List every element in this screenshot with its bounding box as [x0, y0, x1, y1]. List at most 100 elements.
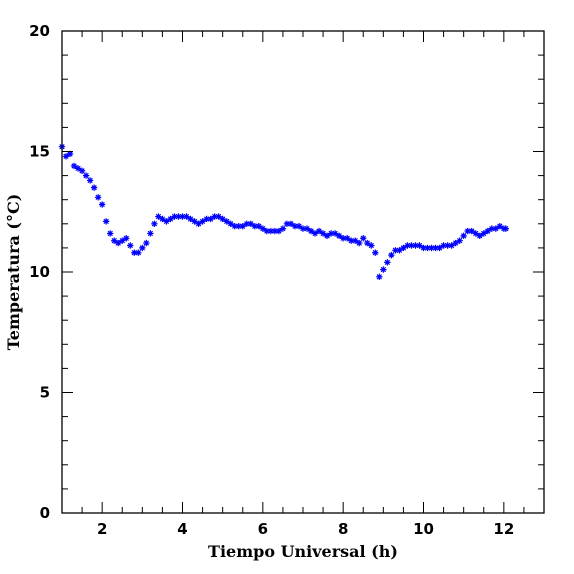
data-point [255, 223, 263, 230]
data-point [392, 247, 399, 254]
data-point [247, 220, 254, 227]
data-point [460, 232, 467, 240]
data-point [339, 235, 347, 242]
data-point [123, 235, 130, 242]
data-point [484, 227, 491, 235]
data-point [191, 218, 198, 225]
data-point [420, 244, 427, 252]
data-point [219, 215, 226, 223]
data-point [139, 244, 146, 252]
x-tick-label: 10 [413, 520, 434, 538]
data-point [408, 242, 415, 249]
data-point [372, 249, 379, 256]
data-point [404, 242, 411, 249]
data-point [428, 244, 435, 252]
data-point [235, 223, 242, 230]
data-point [127, 242, 134, 249]
data-point [115, 239, 122, 247]
data-point [384, 259, 391, 266]
data-points [58, 143, 510, 281]
data-point [283, 220, 291, 227]
data-point [98, 201, 106, 208]
data-point [231, 223, 238, 230]
data-point [155, 213, 162, 220]
data-point [476, 232, 483, 240]
data-point [492, 225, 499, 232]
data-point [356, 239, 363, 247]
x-axis-label: Tiempo Universal (h) [208, 542, 398, 561]
data-point [368, 242, 375, 249]
x-tick-label: 8 [338, 520, 348, 538]
data-point [472, 230, 479, 237]
data-point [167, 215, 174, 223]
data-point [424, 244, 431, 252]
data-point [502, 225, 510, 232]
data-point [175, 213, 182, 220]
data-point [279, 225, 287, 232]
data-point [376, 273, 383, 281]
data-point [131, 249, 138, 256]
data-point [456, 237, 463, 244]
data-point [223, 218, 230, 225]
data-point [251, 223, 258, 230]
plot-frame [61, 30, 545, 514]
data-point [452, 239, 459, 247]
data-point [287, 220, 295, 227]
data-point [416, 242, 423, 249]
data-point [259, 225, 267, 232]
data-point [147, 230, 154, 237]
data-point [311, 230, 319, 237]
data-point [299, 225, 307, 232]
data-point [307, 227, 315, 235]
data-point [94, 194, 102, 201]
data-point [440, 242, 447, 249]
x-tick-label: 2 [97, 520, 107, 538]
y-axis-label: Temperatura (°C) [4, 194, 23, 351]
data-point [70, 162, 78, 170]
data-point [448, 242, 455, 249]
data-point [388, 251, 395, 259]
data-point [90, 184, 98, 191]
y-tick-label: 5 [40, 384, 50, 402]
data-point [135, 249, 142, 256]
data-point [352, 237, 359, 244]
x-tick-label: 12 [493, 520, 514, 538]
data-point [364, 239, 371, 247]
data-point [319, 230, 327, 237]
data-point [62, 153, 70, 160]
data-point [396, 247, 403, 254]
data-point [315, 227, 323, 235]
data-point [171, 213, 178, 220]
data-point [343, 235, 351, 242]
data-point [263, 227, 271, 235]
data-point [239, 223, 246, 230]
data-point [143, 239, 150, 247]
data-point [107, 230, 114, 237]
data-point [151, 220, 158, 227]
data-point [243, 220, 250, 227]
data-point [400, 244, 407, 252]
data-point [86, 177, 94, 184]
tick-labels: 2 4 6 8 10 12 0 5 10 15 20 [29, 22, 514, 538]
data-point [327, 230, 335, 237]
data-point [102, 218, 110, 225]
x-tick-label: 6 [258, 520, 268, 538]
data-point [348, 237, 355, 244]
data-point [480, 230, 487, 237]
data-point [360, 235, 367, 242]
data-point [275, 227, 283, 235]
data-point [432, 244, 439, 252]
data-point [464, 227, 471, 235]
y-tick-label: 10 [29, 263, 50, 281]
y-tick-label: 15 [29, 143, 50, 161]
data-point [211, 213, 218, 220]
data-point [227, 220, 234, 227]
data-point [412, 242, 419, 249]
x-tick-label: 4 [177, 520, 187, 538]
y-tick-label: 0 [40, 504, 50, 522]
data-point [323, 232, 331, 240]
axis-ticks [61, 30, 545, 514]
data-point [199, 218, 206, 225]
data-point [207, 215, 214, 223]
